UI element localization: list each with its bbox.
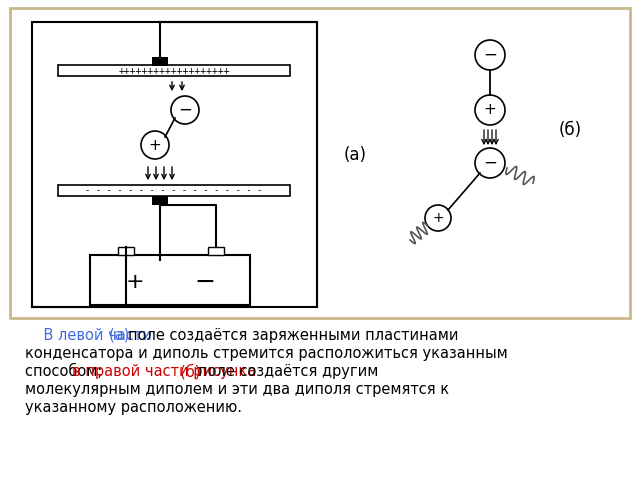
Text: (а): (а)	[109, 328, 134, 343]
Text: +++++++++++++++++++: +++++++++++++++++++	[118, 65, 230, 75]
Text: в правой части рисунка: в правой части рисунка	[72, 364, 260, 379]
Text: −: −	[483, 154, 497, 172]
Bar	[32, 22, 317, 307]
Text: −: −	[195, 270, 216, 294]
Text: способом;: способом;	[25, 364, 107, 379]
Text: указанному расположению.: указанному расположению.	[25, 400, 242, 415]
Text: +: +	[125, 272, 144, 292]
Text: −: −	[483, 46, 497, 64]
Circle shape	[475, 95, 505, 125]
Bar	[90, 255, 250, 305]
Bar	[152, 196, 168, 205]
Text: +: +	[148, 137, 161, 153]
Text: молекулярным диполем и эти два диполя стремятся к: молекулярным диполем и эти два диполя ст…	[25, 382, 449, 397]
Text: поле создаётся заряженными пластинами: поле создаётся заряженными пластинами	[128, 328, 459, 343]
Bar	[58, 185, 290, 196]
Text: В левой части: В левой части	[25, 328, 157, 343]
Circle shape	[475, 148, 505, 178]
Text: −: −	[178, 101, 192, 119]
Text: +: +	[432, 211, 444, 225]
Circle shape	[475, 40, 505, 70]
Text: конденсатора и диполь стремится расположиться указанным: конденсатора и диполь стремится располож…	[25, 346, 508, 361]
Circle shape	[141, 131, 169, 159]
Bar	[118, 247, 134, 255]
Text: (а): (а)	[344, 146, 367, 164]
Text: +: +	[484, 103, 497, 118]
Bar	[152, 57, 168, 66]
Text: (б): (б)	[180, 364, 205, 380]
Bar	[58, 65, 290, 76]
Bar	[208, 247, 224, 255]
Circle shape	[171, 96, 199, 124]
Text: - - - - - - - - - - - - - - - - -: - - - - - - - - - - - - - - - - -	[85, 186, 262, 195]
Circle shape	[425, 205, 451, 231]
Text: поле создаётся другим: поле создаётся другим	[198, 364, 379, 379]
Bar	[10, 8, 630, 318]
Text: (б): (б)	[559, 121, 582, 139]
